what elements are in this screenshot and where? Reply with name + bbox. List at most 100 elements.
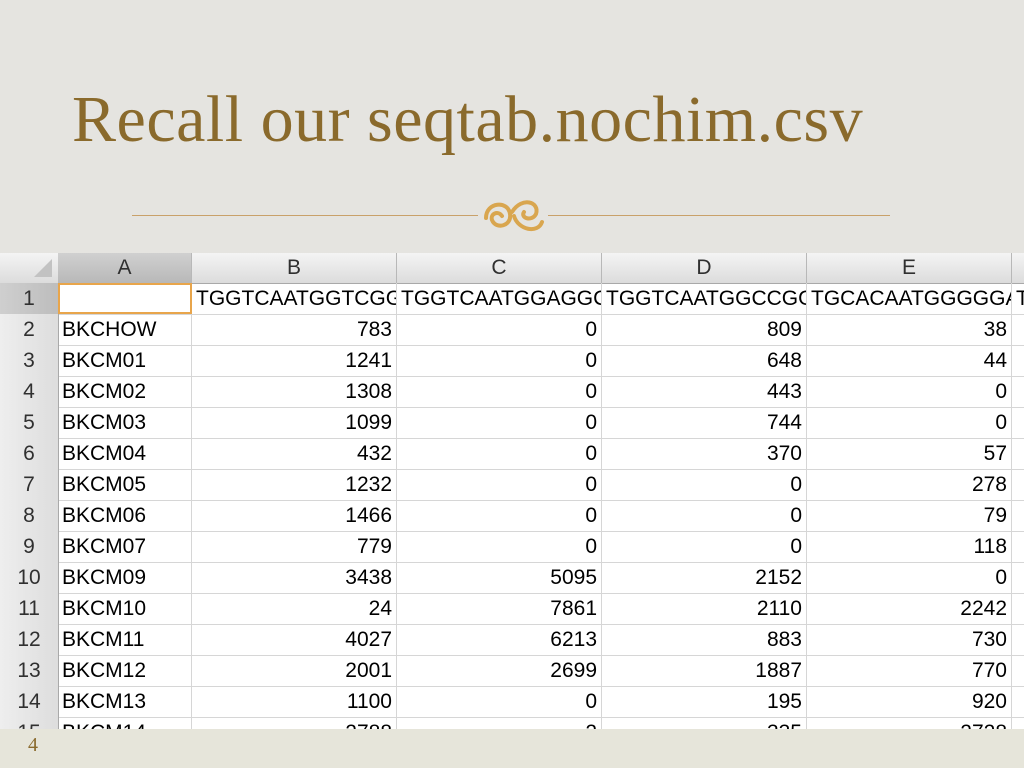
sample-name-cell[interactable]: BKCM01 <box>58 345 192 376</box>
column-header-f[interactable]: F <box>1012 253 1024 283</box>
count-cell[interactable]: 1232 <box>192 469 397 500</box>
row-header[interactable]: 3 <box>0 345 59 376</box>
count-cell[interactable]: 0 <box>397 469 602 500</box>
count-cell[interactable]: 4027 <box>192 624 397 655</box>
count-cell[interactable]: 0 <box>807 407 1012 438</box>
count-cell[interactable]: 0 <box>807 376 1012 407</box>
count-cell[interactable]: 1100 <box>192 686 397 717</box>
row-header[interactable]: 5 <box>0 407 59 438</box>
sequence-header-cell[interactable]: TGGTCAATGGAGGCA <box>397 283 602 314</box>
count-cell[interactable]: 0 <box>807 562 1012 593</box>
count-cell[interactable]: 2110 <box>602 593 807 624</box>
count-cell[interactable]: 770 <box>807 655 1012 686</box>
count-cell[interactable]: 38 <box>807 314 1012 345</box>
count-cell[interactable]: 1099 <box>192 407 397 438</box>
row-header[interactable]: 9 <box>0 531 59 562</box>
count-cell[interactable]: 2152 <box>602 562 807 593</box>
select-all-corner[interactable] <box>0 253 59 283</box>
row-header[interactable]: 13 <box>0 655 59 686</box>
row-header[interactable]: 1 <box>0 283 59 314</box>
count-cell[interactable]: 7861 <box>397 593 602 624</box>
count-cell[interactable]: 0 <box>602 500 807 531</box>
column-header-b[interactable]: B <box>192 253 397 283</box>
count-cell[interactable]: 809 <box>602 314 807 345</box>
sample-name-cell[interactable]: BKCM07 <box>58 531 192 562</box>
count-cell[interactable] <box>1012 562 1024 593</box>
count-cell[interactable]: 6213 <box>397 624 602 655</box>
count-cell[interactable]: 335 <box>602 717 807 729</box>
count-cell[interactable]: 2242 <box>807 593 1012 624</box>
row-header[interactable]: 4 <box>0 376 59 407</box>
sample-name-cell[interactable]: BKCM10 <box>58 593 192 624</box>
count-cell[interactable]: 195 <box>602 686 807 717</box>
count-cell[interactable]: 370 <box>602 438 807 469</box>
count-cell[interactable] <box>1012 717 1024 729</box>
count-cell[interactable]: 0 <box>602 469 807 500</box>
count-cell[interactable]: 920 <box>807 686 1012 717</box>
sequence-header-cell[interactable]: T <box>1012 283 1024 314</box>
count-cell[interactable]: 779 <box>192 531 397 562</box>
count-cell[interactable]: 3438 <box>192 562 397 593</box>
sequence-header-cell[interactable]: TGGTCAATGGTCGGC <box>192 283 397 314</box>
count-cell[interactable] <box>1012 314 1024 345</box>
count-cell[interactable]: 0 <box>397 407 602 438</box>
sample-name-cell[interactable]: BKCM13 <box>58 686 192 717</box>
count-cell[interactable]: 730 <box>807 624 1012 655</box>
count-cell[interactable] <box>1012 531 1024 562</box>
row-header[interactable]: 7 <box>0 469 59 500</box>
count-cell[interactable]: 2 <box>397 717 602 729</box>
count-cell[interactable] <box>1012 438 1024 469</box>
sample-name-cell[interactable]: BKCM04 <box>58 438 192 469</box>
sample-name-cell[interactable]: BKCM03 <box>58 407 192 438</box>
count-cell[interactable]: 278 <box>807 469 1012 500</box>
count-cell[interactable]: 2699 <box>397 655 602 686</box>
count-cell[interactable] <box>1012 655 1024 686</box>
count-cell[interactable]: 1241 <box>192 345 397 376</box>
row-header[interactable]: 12 <box>0 624 59 655</box>
sequence-header-cell[interactable]: TGCACAATGGGGGAA <box>807 283 1012 314</box>
count-cell[interactable] <box>1012 624 1024 655</box>
count-cell[interactable]: 118 <box>807 531 1012 562</box>
count-cell[interactable]: 783 <box>192 314 397 345</box>
count-cell[interactable]: 0 <box>397 500 602 531</box>
column-header-c[interactable]: C <box>397 253 602 283</box>
row-header[interactable]: 8 <box>0 500 59 531</box>
count-cell[interactable] <box>1012 469 1024 500</box>
count-cell[interactable]: 1308 <box>192 376 397 407</box>
count-cell[interactable]: 57 <box>807 438 1012 469</box>
row-header[interactable]: 14 <box>0 686 59 717</box>
count-cell[interactable]: 1466 <box>192 500 397 531</box>
count-cell[interactable]: 0 <box>397 376 602 407</box>
column-header-d[interactable]: D <box>602 253 807 283</box>
count-cell[interactable]: 0 <box>397 686 602 717</box>
sample-name-cell[interactable]: BKCM06 <box>58 500 192 531</box>
count-cell[interactable] <box>1012 407 1024 438</box>
row-header[interactable]: 10 <box>0 562 59 593</box>
count-cell[interactable] <box>1012 376 1024 407</box>
sample-name-cell[interactable]: BKCM02 <box>58 376 192 407</box>
count-cell[interactable] <box>1012 593 1024 624</box>
count-cell[interactable]: 5095 <box>397 562 602 593</box>
row-header[interactable]: 11 <box>0 593 59 624</box>
row-header[interactable]: 6 <box>0 438 59 469</box>
sample-name-cell[interactable]: BKCM11 <box>58 624 192 655</box>
sample-name-cell[interactable]: BKCM09 <box>58 562 192 593</box>
count-cell[interactable]: 2001 <box>192 655 397 686</box>
column-header-a[interactable]: A <box>58 253 192 283</box>
count-cell[interactable]: 0 <box>397 531 602 562</box>
count-cell[interactable]: 883 <box>602 624 807 655</box>
sequence-header-cell[interactable]: TGGTCAATGGCCGGA <box>602 283 807 314</box>
count-cell[interactable]: 0 <box>602 531 807 562</box>
sample-name-cell[interactable]: BKCM12 <box>58 655 192 686</box>
count-cell[interactable]: 432 <box>192 438 397 469</box>
sample-name-cell[interactable]: BKCM05 <box>58 469 192 500</box>
count-cell[interactable]: 2728 <box>807 717 1012 729</box>
count-cell[interactable]: 648 <box>602 345 807 376</box>
sample-name-cell[interactable]: BKCM14 <box>58 717 192 729</box>
count-cell[interactable]: 24 <box>192 593 397 624</box>
count-cell[interactable]: 79 <box>807 500 1012 531</box>
sample-name-cell[interactable]: BKCHOW <box>58 314 192 345</box>
count-cell[interactable] <box>1012 500 1024 531</box>
column-header-e[interactable]: E <box>807 253 1012 283</box>
